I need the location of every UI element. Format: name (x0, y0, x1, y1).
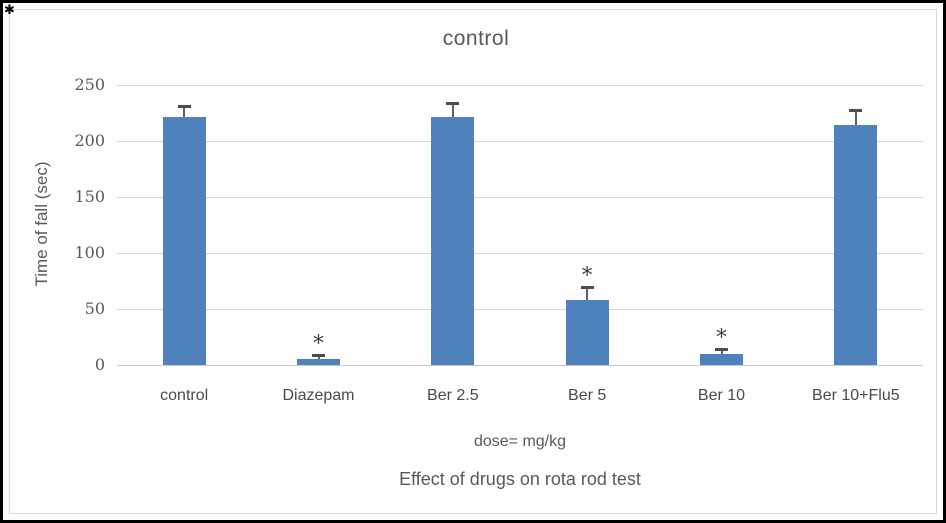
significance-asterisk: * (313, 330, 324, 355)
error-bar-cap (312, 353, 325, 357)
bar-ber-2-5 (431, 117, 475, 365)
gridline (117, 309, 923, 310)
bar-ber-10-flu5 (834, 125, 878, 365)
error-bar-line (317, 354, 320, 360)
corner-asterisk-mark: ✱ (4, 3, 15, 18)
error-bar-cap (849, 108, 863, 112)
gridline (117, 141, 923, 142)
y-tick-label: 50 (84, 299, 105, 318)
y-tick-label: 100 (74, 243, 105, 262)
significance-asterisk: * (716, 325, 727, 350)
significance-asterisk: * (581, 262, 593, 287)
gridline (117, 85, 923, 86)
x-category-label: Ber 10+Flu5 (812, 387, 900, 404)
x-axis-line (117, 365, 923, 366)
bar-diazepam (297, 359, 340, 365)
chart-area-border (9, 9, 937, 514)
y-axis-title: Time of fall (sec) (32, 161, 51, 287)
x-category-label: Diazepam (282, 387, 355, 404)
error-bar-cap (177, 105, 191, 109)
gridline (117, 197, 923, 198)
x-category-label: control (160, 387, 209, 404)
chart-caption: Effect of drugs on rota rod test (399, 469, 641, 489)
error-bar-line (720, 349, 723, 354)
error-bar-line (586, 286, 589, 301)
chart-title: control (442, 27, 510, 50)
y-tick-label: 0 (94, 355, 105, 374)
x-category-label: Ber 2.5 (427, 387, 479, 404)
gridline (117, 253, 923, 254)
error-bar-cap (580, 285, 594, 289)
bar-control (162, 117, 206, 365)
x-category-label: Ber 5 (568, 387, 607, 404)
x-category-label: Ber 10 (697, 387, 746, 404)
y-tick-label: 250 (74, 75, 105, 94)
bar-ber-10 (700, 353, 743, 365)
error-bar-line (854, 109, 857, 126)
error-bar-line (183, 106, 186, 118)
error-bar-line (451, 102, 454, 118)
error-bar-cap (446, 101, 460, 105)
x-axis-title: dose= mg/kg (473, 433, 567, 450)
bar-ber-5 (565, 300, 609, 365)
y-tick-label: 150 (74, 187, 105, 206)
error-bar-cap (715, 348, 728, 352)
y-tick-label: 200 (74, 131, 105, 150)
